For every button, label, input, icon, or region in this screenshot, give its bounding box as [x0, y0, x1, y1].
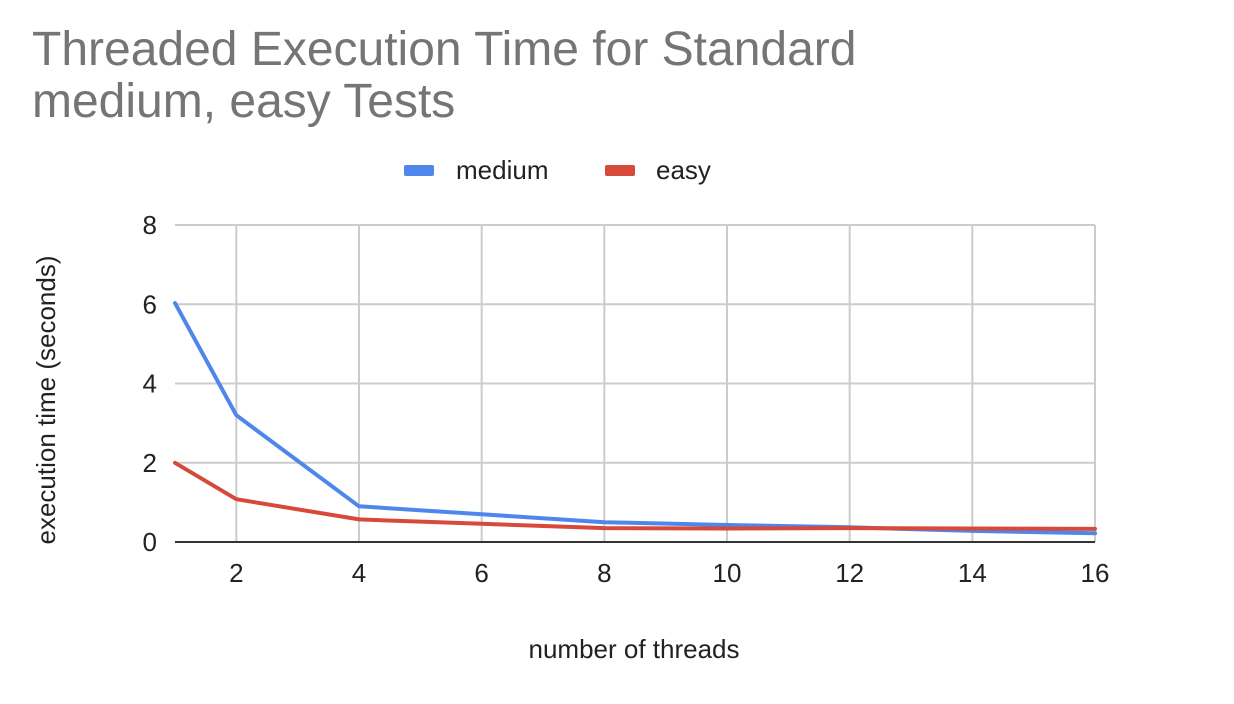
legend-label-medium: medium: [456, 155, 548, 185]
legend-swatch-easy: [605, 165, 635, 176]
chart-title-line-1: Threaded Execution Time for Standard: [32, 23, 857, 76]
legend-label-easy: easy: [656, 155, 711, 185]
chart-title: Threaded Execution Time for Standard med…: [32, 24, 1032, 128]
x-tick-label: 6: [474, 558, 488, 588]
y-tick-label: 8: [143, 210, 157, 240]
series-lines: [173, 301, 1097, 536]
x-tick-label: 16: [1081, 558, 1110, 588]
x-axis-label: number of threads: [528, 634, 739, 664]
y-tick-label: 6: [143, 289, 157, 319]
y-tick-label: 0: [143, 527, 157, 557]
series-line-medium: [173, 301, 1097, 536]
x-tick-label: 12: [835, 558, 864, 588]
legend: medium easy: [404, 155, 711, 185]
y-axis-label: execution time (seconds): [31, 255, 61, 544]
x-tick-label: 10: [713, 558, 742, 588]
chart-title-line-2: medium, easy Tests: [32, 75, 456, 128]
x-tick-label: 8: [597, 558, 611, 588]
series-line-easy: [173, 460, 1097, 531]
gridlines: [175, 224, 1096, 542]
y-tick-label: 4: [143, 369, 157, 399]
legend-swatch-medium: [404, 165, 434, 176]
x-tick-label: 4: [352, 558, 366, 588]
tick-labels: 0 2 4 6 8 2 4 6 8 10 12 14 16: [143, 210, 1110, 588]
x-tick-label: 2: [229, 558, 243, 588]
x-tick-label: 14: [958, 558, 987, 588]
y-tick-label: 2: [143, 448, 157, 478]
